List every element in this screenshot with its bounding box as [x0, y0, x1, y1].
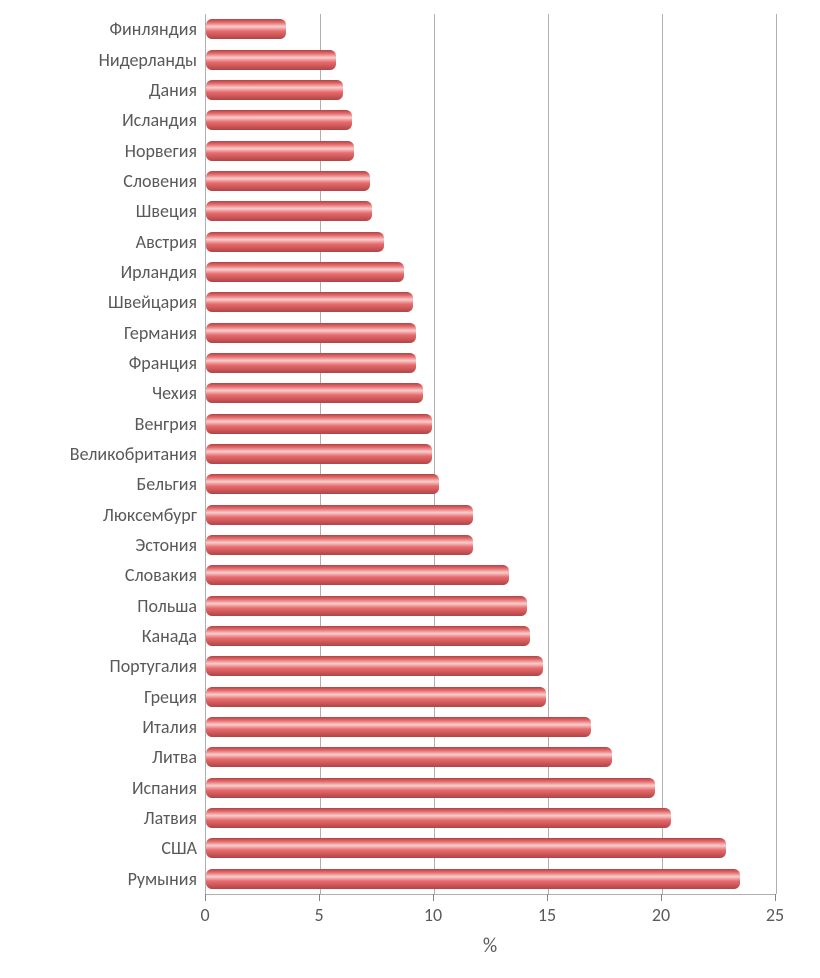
x-tick-label: 0 [200, 904, 209, 926]
category-label: Латвия [0, 807, 205, 829]
x-tick-label: 5 [314, 904, 323, 926]
category-label: Люксембург [0, 504, 205, 526]
category-label: Португалия [0, 655, 205, 677]
category-label: Швейцария [0, 291, 205, 313]
bar [206, 687, 546, 707]
bar [206, 474, 439, 494]
category-label: Норвегия [0, 140, 205, 162]
category-label: Словакия [0, 564, 205, 586]
y-axis-labels: Финляндия Нидерланды Дания Исландия Норвегия… [0, 14, 205, 894]
plot-area [205, 14, 776, 895]
category-label: Франция [0, 352, 205, 374]
bar [206, 626, 530, 646]
category-label: Канада [0, 625, 205, 647]
bar [206, 808, 671, 828]
bar [206, 50, 336, 70]
bar [206, 80, 343, 100]
bar [206, 141, 354, 161]
category-label: Великобритания [0, 443, 205, 465]
x-tick [775, 894, 776, 901]
category-label: Венгрия [0, 413, 205, 435]
category-label: Эстония [0, 534, 205, 556]
bar [206, 717, 591, 737]
chart-container: Финляндия Нидерланды Дания Исландия Норвегия… [0, 0, 820, 978]
bar [206, 353, 416, 373]
category-label: Румыния [0, 868, 205, 890]
bar [206, 262, 404, 282]
bar [206, 596, 527, 616]
category-label: Италия [0, 716, 205, 738]
bar [206, 414, 432, 434]
category-label: Дания [0, 79, 205, 101]
category-label: Греция [0, 686, 205, 708]
bar [206, 505, 473, 525]
bar [206, 838, 726, 858]
category-label: Финляндия [0, 18, 205, 40]
category-label: Литва [0, 746, 205, 768]
x-axis-title: % [483, 934, 497, 958]
bar [206, 383, 423, 403]
bar [206, 444, 432, 464]
x-tick [319, 894, 320, 901]
category-label: Польша [0, 595, 205, 617]
category-label: Ирландия [0, 261, 205, 283]
bar [206, 171, 370, 191]
bar [206, 535, 473, 555]
category-label: Исландия [0, 109, 205, 131]
bar [206, 869, 740, 889]
x-tick [661, 894, 662, 901]
bar [206, 323, 416, 343]
category-label: Словения [0, 170, 205, 192]
bar [206, 201, 372, 221]
x-tick [205, 894, 206, 901]
category-label: Германия [0, 322, 205, 344]
x-tick-label: 15 [538, 904, 556, 926]
x-tick [547, 894, 548, 901]
bar [206, 747, 612, 767]
category-label: США [0, 837, 205, 859]
bar [206, 565, 509, 585]
bar [206, 292, 413, 312]
category-label: Нидерланды [0, 49, 205, 71]
bar [206, 778, 655, 798]
bar [206, 656, 543, 676]
x-tick [433, 894, 434, 901]
category-label: Бельгия [0, 473, 205, 495]
x-tick-label: 25 [766, 904, 784, 926]
category-label: Испания [0, 777, 205, 799]
category-label: Австрия [0, 231, 205, 253]
category-label: Швеция [0, 200, 205, 222]
gridline [776, 14, 777, 894]
category-label: Чехия [0, 382, 205, 404]
bar [206, 19, 286, 39]
bar [206, 232, 384, 252]
gridline [662, 14, 663, 894]
x-tick-label: 20 [652, 904, 670, 926]
bar [206, 110, 352, 130]
x-tick-label: 10 [424, 904, 442, 926]
